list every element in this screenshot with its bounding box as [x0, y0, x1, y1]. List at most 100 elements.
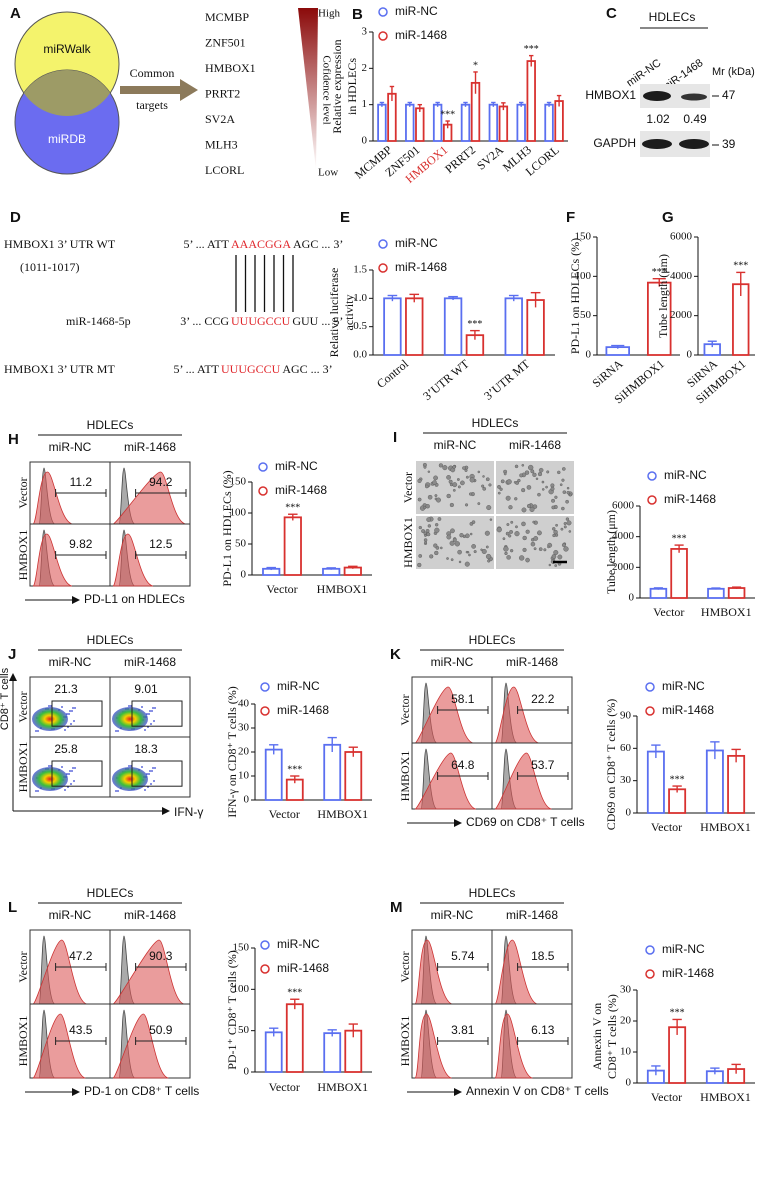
cell	[452, 537, 457, 542]
row-label: Vector	[16, 951, 30, 982]
density	[112, 767, 148, 791]
cell	[553, 529, 558, 535]
significance: ***	[670, 774, 685, 785]
cell	[517, 478, 521, 483]
legend-label: miR-1468	[277, 703, 329, 717]
gate-value: 11.2	[70, 475, 93, 489]
scale-low: Low	[318, 167, 338, 179]
significance: ***	[524, 44, 539, 55]
bar	[498, 105, 509, 142]
event	[152, 707, 154, 709]
column-label: miR-NC	[49, 440, 92, 454]
cell	[480, 548, 483, 551]
y-tick-label: 4000	[612, 530, 635, 542]
cell	[514, 531, 520, 537]
y-axis-label: CD69 on CD8⁺ T cells (%)	[604, 699, 618, 831]
cell	[418, 525, 422, 530]
gate-value: 18.5	[531, 949, 555, 963]
y-axis-label: activity	[342, 295, 356, 331]
histogram	[32, 939, 88, 1005]
cell	[499, 487, 503, 491]
cell	[109, 736, 191, 798]
row-label: Vector	[398, 951, 412, 982]
cell	[454, 541, 460, 547]
cell	[450, 528, 455, 534]
band	[643, 91, 671, 101]
y-tick-label: 10	[620, 1046, 632, 1058]
sequence: GUU ... 5’	[292, 314, 343, 328]
cell	[537, 492, 541, 497]
bar	[649, 587, 668, 599]
y-tick-label: 30	[620, 774, 632, 786]
bar	[526, 60, 536, 142]
bar	[668, 1026, 687, 1084]
y-tick-label: 1.5	[353, 264, 367, 276]
column-label: miR-1468	[124, 440, 176, 454]
event	[68, 773, 70, 775]
gene: MLH3	[205, 137, 238, 151]
cell	[448, 479, 453, 484]
bar	[285, 1003, 304, 1073]
cell	[433, 543, 438, 548]
event	[150, 783, 152, 785]
blot-header: HDLECs	[649, 10, 696, 24]
event	[151, 710, 153, 712]
cell	[529, 506, 535, 512]
cell	[552, 533, 556, 538]
x-axis-label: Annexin V on CD8⁺ T cells	[466, 1084, 609, 1098]
y-tick-label: 0.0	[353, 349, 367, 361]
bar	[264, 748, 283, 801]
event	[144, 729, 146, 731]
histogram	[112, 533, 154, 587]
band	[642, 139, 672, 149]
mr-label: Mr (kDa)	[712, 66, 755, 78]
cell	[526, 503, 532, 509]
x-tick-label: Vector	[651, 1090, 682, 1104]
bar	[460, 103, 471, 142]
event	[117, 790, 119, 792]
band	[681, 93, 707, 101]
y-tick-label: 30	[238, 722, 250, 734]
histogram	[414, 686, 474, 744]
cell	[568, 530, 572, 533]
cell	[427, 470, 431, 473]
legend-label: miR-NC	[664, 468, 707, 482]
cell	[417, 478, 422, 483]
significance: ***	[672, 533, 687, 544]
gate-value: 64.8	[451, 758, 475, 772]
x-tick-label: PRRT2	[442, 143, 478, 176]
cell	[508, 505, 513, 510]
event	[68, 713, 70, 715]
cell	[446, 493, 451, 499]
event	[144, 789, 146, 791]
gene: HMBOX1	[205, 61, 256, 75]
y-axis-label: Relative luciferase	[327, 268, 341, 358]
bar	[405, 297, 424, 356]
legend-marker	[378, 239, 388, 249]
cell	[434, 527, 440, 533]
event	[130, 765, 132, 767]
y-axis-label: CD8⁺ T cells	[0, 667, 11, 730]
event	[37, 730, 39, 732]
bar	[383, 297, 402, 356]
row-label: HMBOX1	[398, 1016, 412, 1067]
cell	[532, 520, 536, 524]
legend-label: miR-NC	[277, 679, 320, 693]
cell	[538, 547, 543, 552]
gate-value: 53.7	[531, 758, 555, 772]
event	[154, 767, 156, 769]
event	[153, 720, 155, 722]
gate-value: 6.13	[531, 1023, 555, 1037]
event	[115, 730, 117, 732]
panel-letter: C	[606, 5, 617, 22]
cell	[435, 497, 441, 503]
panel-letter: D	[10, 209, 21, 226]
y-tick-label: 50	[235, 538, 247, 550]
y-tick-label: 2000	[612, 561, 635, 573]
cell	[562, 467, 566, 471]
bar	[526, 299, 545, 356]
legend-label: miR-1468	[662, 966, 714, 980]
row-label: HMBOX1	[16, 1016, 30, 1067]
cell	[551, 505, 556, 510]
cell	[434, 550, 439, 556]
